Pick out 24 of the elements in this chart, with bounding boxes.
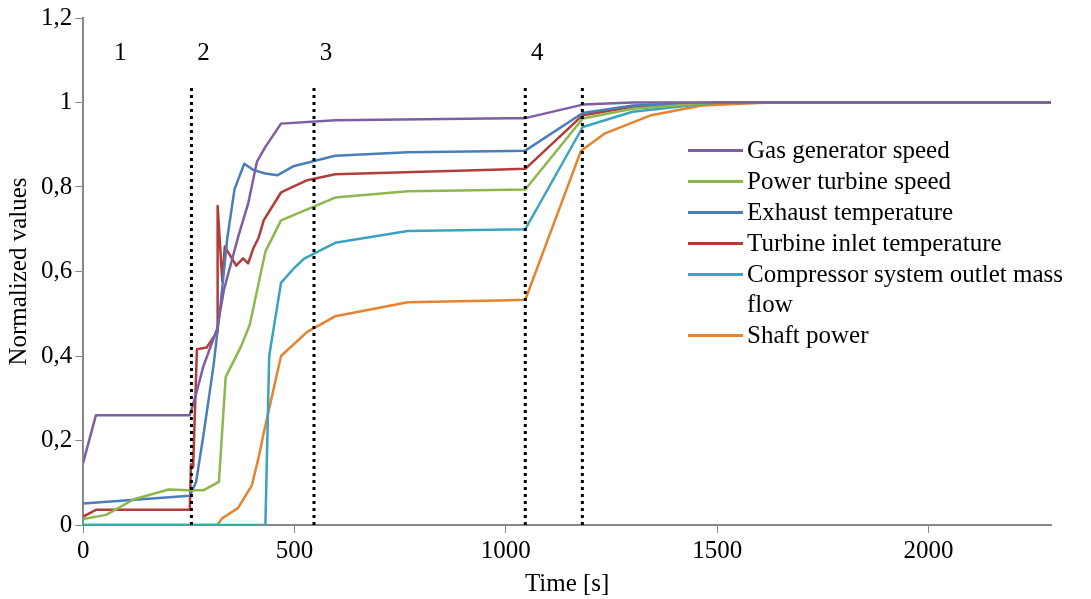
legend-label: Shaft power [747,320,869,350]
x-tick-label: 1500 [692,535,743,563]
annotation: 2 [197,37,210,65]
legend-label: Power turbine speed [747,166,952,196]
y-axis-title: Normalized values [3,177,31,366]
x-tick-label: 2000 [903,535,954,563]
annotation: 4 [531,37,545,65]
y-tick-label: 0,4 [41,340,73,368]
annotation: 3 [319,37,333,65]
x-tick-label: 0 [77,535,90,563]
annotation: 1 [114,37,127,65]
legend-label: Compressor system outlet mass flow [747,259,1064,319]
y-tick-label: 0 [59,509,73,537]
legend-label: Turbine inlet temperature [747,228,1002,258]
x-axis-title: Time [s] [524,568,610,596]
legend-label: Gas generator speed [747,135,950,165]
y-tick-label: 1 [59,87,73,115]
y-tick-label: 0,2 [41,425,73,453]
legend-label: Exhaust temperature [747,197,954,227]
y-tick-label: 1,2 [41,2,73,30]
x-tick-label: 1000 [480,535,531,563]
y-tick-label: 0,8 [41,171,73,199]
x-tick-label: 500 [275,535,314,563]
y-tick-label: 0,6 [41,256,73,284]
